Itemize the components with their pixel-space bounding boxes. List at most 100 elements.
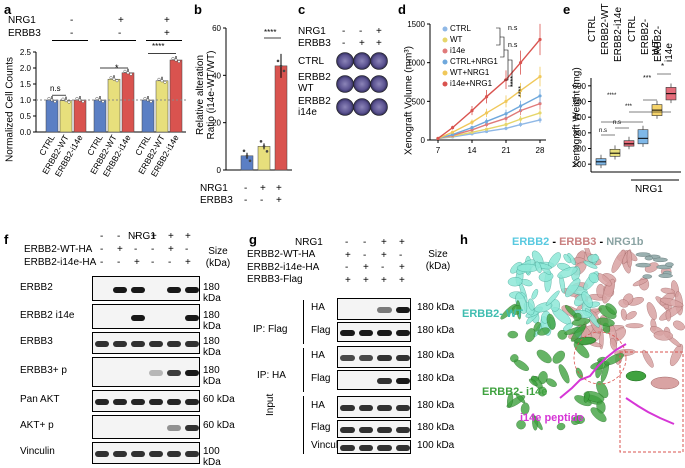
- blot-band: [395, 445, 410, 451]
- b-nrg1-label: NRG1: [200, 183, 228, 194]
- a-ytick-label: 0.5: [20, 112, 32, 121]
- e-sig-5: ****: [607, 93, 617, 99]
- b-ytick-label: 0: [217, 166, 222, 175]
- a-group-line-3: [146, 40, 182, 41]
- a-nrg1-label: NRG1: [8, 15, 36, 26]
- f-sign: -: [168, 257, 172, 268]
- c-erbb3-sign-1: -: [342, 38, 346, 49]
- blot-band: [131, 341, 145, 347]
- f-row-4-blot: [92, 390, 200, 412]
- a-point: [81, 100, 85, 104]
- c-row-i14e: ERBB2 i14e: [298, 96, 331, 118]
- a-nrg1-sign-3: +: [164, 15, 170, 26]
- h-erbb3-helix: [646, 302, 657, 320]
- g-sign: +: [381, 274, 387, 286]
- b-point: [242, 149, 246, 153]
- a-nrg1-sign-1: -: [70, 15, 74, 26]
- g-sign: +: [399, 237, 405, 248]
- e-ytick-label: 300: [573, 129, 587, 138]
- d-legend-marker: [442, 37, 448, 43]
- g-sign: +: [363, 262, 369, 273]
- g-group-input: Input: [265, 393, 276, 416]
- a-bar: [93, 99, 107, 133]
- c-nrg1-sign-3: +: [376, 26, 382, 37]
- h-title-erbb2: ERBB2: [512, 236, 550, 248]
- f-row-2-label: ERBB3: [20, 336, 53, 347]
- b-erbb3-sign-3: +: [276, 195, 282, 206]
- blot-band: [95, 451, 109, 457]
- h-erbb2-i14e-helix: [558, 364, 570, 384]
- h-erbb2-i14e-helix: [573, 312, 582, 321]
- h-erbb2-wt-helix: [507, 276, 523, 287]
- d-point: [470, 130, 474, 134]
- f-row-6-blot: [92, 442, 200, 464]
- a-nrg1-sign-2: +: [118, 15, 124, 26]
- g-header-2: ERBB2-WT-HA: [247, 249, 316, 260]
- c-erbb3-label: ERBB3: [298, 38, 331, 49]
- c-row-wt: ERBB2 WT: [298, 72, 331, 94]
- blot-band: [377, 378, 392, 384]
- h-erbb3-helix: [632, 278, 648, 287]
- g-sign: -: [363, 249, 367, 261]
- e-cat-6: ERBB2-i14e: [653, 25, 675, 62]
- g-sign: -: [381, 262, 385, 273]
- e-ytick-label: 600: [573, 82, 587, 91]
- f-row-1-label: ERBB2 i14e: [20, 309, 75, 321]
- h-focus-circle: [573, 331, 627, 385]
- blot-band: [131, 399, 145, 405]
- h-erbb3-helix: [602, 278, 616, 304]
- g-row-0-blot: [337, 298, 411, 320]
- c-erbb3-sign-3: +: [376, 38, 382, 49]
- h-zoom-helix: [625, 370, 647, 382]
- d-point: [436, 136, 440, 141]
- h-erbb2-wt-helix: [583, 260, 598, 269]
- g-row-1-blot: [337, 322, 411, 342]
- b-point: [276, 59, 280, 63]
- g-sign: -: [345, 237, 349, 248]
- blot-band: [167, 451, 181, 457]
- f-sign: -: [134, 231, 138, 242]
- b-point: [245, 154, 249, 158]
- g-header-4: ERBB3-Flag: [247, 274, 303, 285]
- f-sign: -: [100, 244, 104, 255]
- f-sign: -: [117, 231, 121, 242]
- b-erbb3-sign-2: -: [260, 195, 264, 206]
- blot-band: [395, 405, 410, 411]
- g-row-2-blot: [337, 346, 411, 368]
- g-row-6-label: Vinculin: [311, 440, 346, 451]
- blot-band: [185, 314, 199, 321]
- f-sign: -: [151, 257, 155, 268]
- g-bracket-1: [303, 300, 308, 344]
- d-legend-4: CTRL+NRG1: [450, 57, 498, 66]
- g-row-5-label: Flag: [311, 422, 331, 433]
- h-erbb2-i14e-helix: [528, 378, 538, 387]
- a-sig-2: *: [115, 63, 119, 73]
- g-sign: +: [399, 274, 405, 286]
- a-point: [101, 100, 105, 104]
- blot-band: [149, 370, 163, 376]
- blot-band: [167, 370, 181, 376]
- d-point: [470, 120, 474, 124]
- h-nrg1b-helix: [644, 255, 654, 261]
- f-sign: +: [117, 244, 123, 255]
- h-nrg1b-helix: [665, 262, 674, 267]
- d-point: [538, 102, 542, 106]
- h-erbb2-wt-helix: [565, 278, 581, 298]
- panel-b-label: b: [194, 2, 202, 17]
- b-point: [282, 69, 286, 73]
- d-point: [518, 104, 523, 108]
- h-zoom-helix: [650, 376, 680, 390]
- h-erbb3-helix: [660, 287, 675, 295]
- blot-band: [185, 425, 199, 431]
- b-sig: ****: [264, 28, 277, 37]
- blot-band: [377, 307, 392, 313]
- blot-band: [167, 399, 181, 405]
- d-xtick-label: 14: [468, 146, 477, 155]
- h-nrg1b-helix: [652, 257, 668, 263]
- f-row-3-size: 180 kDa: [203, 365, 221, 387]
- h-nrg1b-helix: [658, 273, 673, 278]
- g-group-ipflag: IP: Flag: [253, 324, 288, 335]
- f-row-5-size: 60 kDa: [203, 420, 235, 431]
- h-erbb2-wt-helix: [545, 290, 560, 306]
- e-ytick-label: 100: [573, 160, 587, 169]
